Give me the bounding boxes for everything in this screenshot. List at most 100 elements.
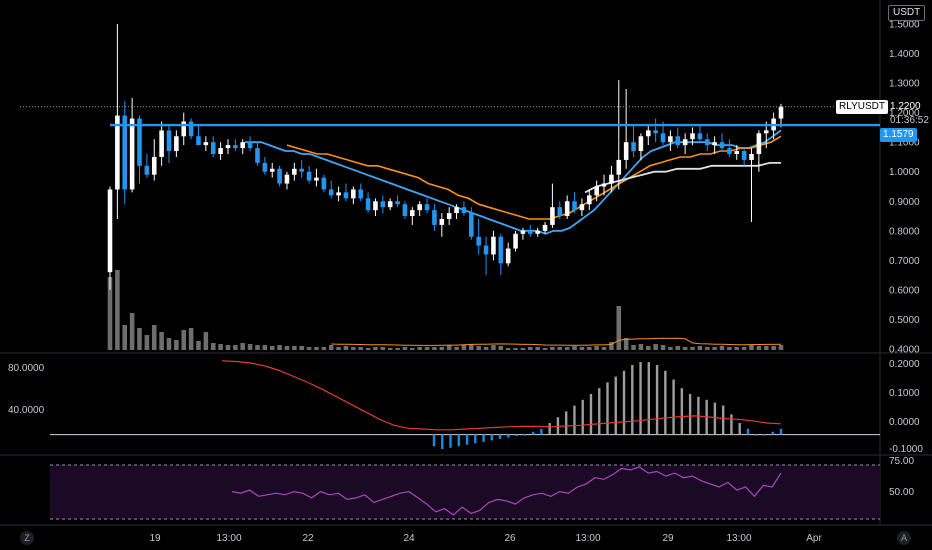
volume-bar <box>174 340 179 350</box>
candle-body <box>505 248 511 264</box>
candle-body <box>491 236 496 255</box>
volume-bar <box>306 347 312 350</box>
volume-bar <box>675 346 681 350</box>
volume-bar <box>645 346 651 350</box>
price-tick-label: 1.2000 <box>889 108 920 119</box>
volume-bar <box>115 270 120 350</box>
macd-left-tick-label: 40.0000 <box>8 405 45 416</box>
macd-right-tick-label: 0.0000 <box>889 417 920 428</box>
volume-bar <box>638 344 644 350</box>
macd-histogram-bar <box>746 428 750 435</box>
candle-body <box>763 130 769 134</box>
candle-body <box>572 201 577 211</box>
candle-body <box>410 210 415 217</box>
price-tick-label: 0.8000 <box>889 226 920 237</box>
volume-bar <box>373 347 378 350</box>
volume-bar <box>461 345 467 350</box>
volume-bar <box>535 347 540 350</box>
volume-bars <box>107 270 784 350</box>
currency-unit-badge[interactable]: USDT <box>888 5 926 21</box>
volume-ma-line <box>331 337 782 346</box>
volume-bar <box>542 348 548 350</box>
volume-bar <box>601 347 607 350</box>
macd-histogram-bar <box>540 428 543 435</box>
macd-right-tick-label: 0.2000 <box>889 359 920 370</box>
candle-body <box>196 136 201 146</box>
volume-bar <box>513 348 518 350</box>
macd-right-tick-label: 0.1000 <box>889 388 920 399</box>
volume-bar <box>240 343 246 350</box>
volume-bar <box>586 347 592 350</box>
rsi-tick-label: 50.00 <box>889 487 914 498</box>
volume-bar <box>491 345 496 350</box>
volume-bar <box>137 328 142 350</box>
volume-bar <box>660 345 666 350</box>
candle-body <box>306 171 312 181</box>
macd-histogram-bar <box>606 382 609 435</box>
volume-bar <box>778 345 784 350</box>
axes: 1.5000 1.4000 1.3000 1.2000 1.1000 1.0000 0.90… <box>149 20 920 545</box>
candle-body <box>660 133 666 143</box>
volume-bar <box>410 348 415 350</box>
price-tick-label: 1.0000 <box>889 167 920 178</box>
candle-body <box>528 230 533 234</box>
volume-bar <box>247 344 253 350</box>
macd-histogram-bar <box>631 365 634 435</box>
price-tick-label: 0.9000 <box>889 197 920 208</box>
candle-body <box>144 165 150 175</box>
candle-body <box>564 201 570 217</box>
macd-histogram-bar <box>573 405 576 435</box>
volume-bar <box>771 346 776 350</box>
macd-histogram-bar <box>779 428 783 435</box>
candle-body <box>749 154 754 160</box>
macd-histogram-bar <box>688 394 692 435</box>
volume-bar <box>483 347 489 350</box>
candle-body <box>269 168 275 172</box>
candle-body <box>240 142 246 149</box>
volume-bar <box>668 347 673 350</box>
volume-bar <box>498 346 504 350</box>
volume-bar <box>550 347 555 350</box>
candle-body <box>277 168 282 184</box>
macd-histogram-bar <box>474 434 477 444</box>
candle-body <box>181 121 187 137</box>
volume-bar <box>188 328 194 350</box>
volume-bar <box>277 345 282 350</box>
zoom-button[interactable]: Z <box>20 531 34 545</box>
auto-scale-button[interactable]: A <box>897 531 911 545</box>
candle-body <box>432 210 437 225</box>
candle-body <box>476 236 481 246</box>
volume-bar <box>704 347 710 350</box>
macd-histogram-bar <box>721 405 725 435</box>
time-tick-label: 26 <box>504 533 516 544</box>
price-tick-label: 1.4000 <box>889 49 920 60</box>
candle-body <box>402 204 408 217</box>
macd-histogram-bar <box>523 434 527 436</box>
candle-body <box>292 168 297 175</box>
rsi-pane[interactable]: 75.00 50.00 <box>50 456 914 520</box>
candle-body <box>778 106 784 119</box>
ema-slow-line <box>584 161 781 194</box>
candle-body <box>203 142 209 146</box>
macd-pane[interactable]: 80.0000 40.0000 0.2000 0.1000 0.0000 -0.1000 <box>8 359 923 455</box>
time-tick-label: 13:00 <box>575 533 600 544</box>
candle-body <box>594 186 599 196</box>
moving-averages <box>245 129 782 235</box>
candle-body <box>609 174 614 184</box>
volume-bar <box>210 343 216 350</box>
candle-body <box>174 136 179 152</box>
volume-bar <box>321 347 327 350</box>
macd-left-tick-label: 80.0000 <box>8 363 45 374</box>
volume-bar <box>557 347 563 350</box>
macd-histogram-bar <box>672 379 675 435</box>
volume-bar <box>292 346 297 350</box>
volume-bar <box>741 347 747 350</box>
macd-histogram-bar <box>713 402 717 435</box>
volume-bar <box>690 347 695 350</box>
candle-body <box>115 115 120 190</box>
volume-bar <box>181 330 187 350</box>
macd-histogram-bar <box>763 434 766 436</box>
candle-body <box>233 145 238 149</box>
candle-body <box>321 177 327 190</box>
